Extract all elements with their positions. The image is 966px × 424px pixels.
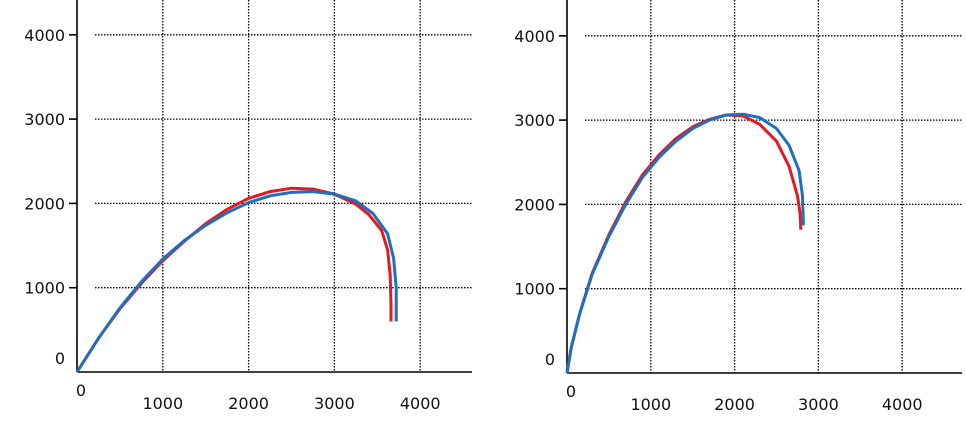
origin-x-label: 0 <box>76 381 86 400</box>
y-tick-label: 4000 <box>514 27 555 46</box>
x-tick-label: 3000 <box>798 395 839 414</box>
origin-x-label: 0 <box>566 382 576 401</box>
x-tick-label: 4000 <box>400 394 441 413</box>
chart-panel-left: 1000 2000 3000 4000 1000 2000 3000 4000 00 <box>24 0 472 413</box>
series-line-1 <box>565 112 805 374</box>
y-tick-label: 3000 <box>24 110 65 129</box>
y-tick-label: 1000 <box>514 280 555 299</box>
origin-y-label: 0 <box>545 350 555 369</box>
series-line-0 <box>565 113 803 374</box>
x-tick-label: 1000 <box>630 395 671 414</box>
x-tick-label: 1000 <box>142 394 183 413</box>
y-tick-label: 4000 <box>24 26 65 45</box>
x-tick-label: 2000 <box>228 394 269 413</box>
x-tick-label: 2000 <box>714 395 755 414</box>
origin-y-label: 0 <box>55 349 65 368</box>
y-tick-label: 2000 <box>24 194 65 213</box>
x-tick-label: 3000 <box>314 394 355 413</box>
series-line-1 <box>75 190 398 373</box>
chart-panel-right: 1000 2000 3000 4000 1000 2000 3000 4000 00 <box>514 0 962 414</box>
series-line-0 <box>75 186 393 373</box>
y-tick-label: 2000 <box>514 195 555 214</box>
x-tick-label: 4000 <box>882 395 923 414</box>
y-tick-label: 1000 <box>24 279 65 298</box>
y-tick-label: 3000 <box>514 111 555 130</box>
